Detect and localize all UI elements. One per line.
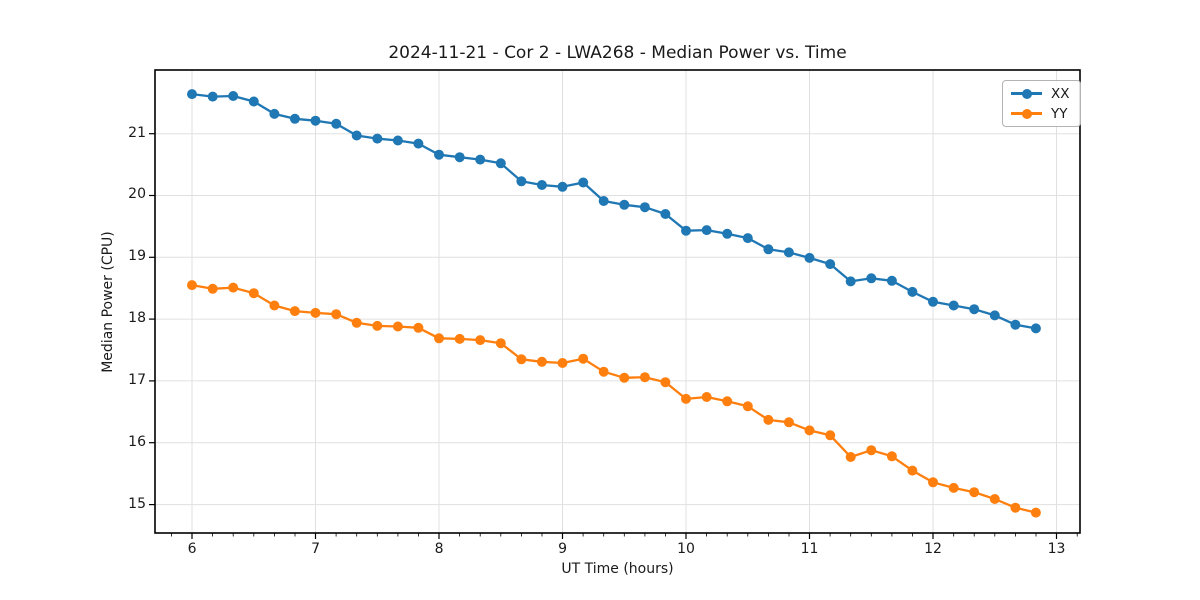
y-tick-label: 15 [128,495,146,512]
x-tick-label: 9 [558,541,567,557]
x-tick-label: 13 [1047,541,1066,557]
legend: XX YY [1002,80,1081,127]
series-xx-marker-icon [1011,88,1042,99]
y-tick-label: 20 [128,186,146,203]
gridlines [155,70,1080,533]
series-xx [187,89,1041,334]
x-tick-label: 11 [800,541,819,557]
legend-label-xx: XX [1051,85,1070,102]
y-tick-label: 16 [128,433,146,450]
series-yy [187,280,1041,518]
circle-marker-icon [1021,88,1032,99]
legend-item-yy: YY [1011,104,1070,123]
y-tick-label: 17 [128,371,146,388]
chart-title: 2024-11-21 - Cor 2 - LWA268 - Median Pow… [388,43,847,63]
y-tick-label: 21 [128,124,146,141]
legend-item-xx: XX [1011,84,1070,103]
plot-border [154,69,1081,534]
x-tick-label: 6 [187,541,197,557]
x-tick-label: 12 [924,541,942,557]
x-tick-label: 7 [311,541,320,557]
x-axis-major-ticks [191,533,1058,539]
series-yy-marker-icon [1011,108,1042,119]
y-tick-label: 19 [128,248,146,265]
x-tick-label: 8 [434,541,444,557]
y-tick-label: 18 [128,310,146,327]
x-tick-label: 10 [677,541,695,557]
x-axis-label: UT Time (hours) [561,561,674,577]
circle-marker-icon [1021,108,1032,119]
legend-label-yy: YY [1051,105,1068,122]
y-axis-major-ticks [149,133,155,506]
